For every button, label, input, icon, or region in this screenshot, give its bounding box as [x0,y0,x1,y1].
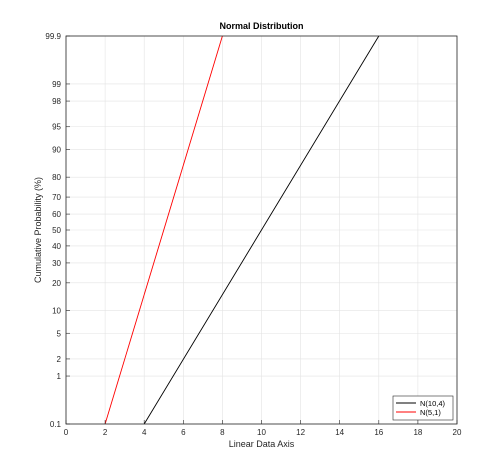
y-tick-label: 90 [52,146,61,155]
series-line-2 [104,35,223,425]
series-layer [104,35,380,425]
y-tick-label: 1 [57,372,62,381]
series-line-1 [143,35,380,425]
y-axis-label: Cumulative Probability (%) [33,177,43,283]
x-tick-label: 2 [103,428,108,437]
y-tick-label: 99.9 [45,32,61,41]
x-tick-label: 18 [413,428,422,437]
y-tick-label: 30 [52,259,61,268]
y-tick-label: 98 [52,97,61,106]
x-tick-label: 16 [374,428,383,437]
legend-label-1: N(10,4) [420,399,446,408]
legend-label-2: N(5,1) [420,408,441,417]
x-axis-label: Linear Data Axis [229,439,295,449]
y-tick-label: 10 [52,306,61,315]
x-tick-label: 20 [453,428,462,437]
legend-box [392,395,454,421]
y-tick-label: 2 [57,355,62,364]
y-tick-label: 20 [52,279,61,288]
ticks: 0 2 4 6 8 10 12 14 16 18 200.112510203040506070809… [45,32,462,437]
chart-title: Normal Distribution [219,21,303,31]
x-tick-label: 8 [220,428,225,437]
y-tick-label: 70 [52,193,61,202]
y-tick-label: 99 [52,80,61,89]
x-tick-label: 6 [181,428,186,437]
y-tick-label: 60 [52,210,61,219]
y-tick-label: 80 [52,173,61,182]
y-tick-label: 40 [52,242,61,251]
x-tick-label: 10 [257,428,266,437]
legend: N(10,4) N(5,1) [392,395,454,421]
y-tick-label: 0.1 [50,420,62,429]
x-tick-label: 4 [142,428,147,437]
x-tick-label: 0 [64,428,69,437]
y-tick-label: 50 [52,226,61,235]
x-tick-label: 12 [296,428,305,437]
y-tick-label: 95 [52,123,61,132]
y-tick-label: 5 [57,329,62,338]
x-tick-label: 14 [335,428,344,437]
